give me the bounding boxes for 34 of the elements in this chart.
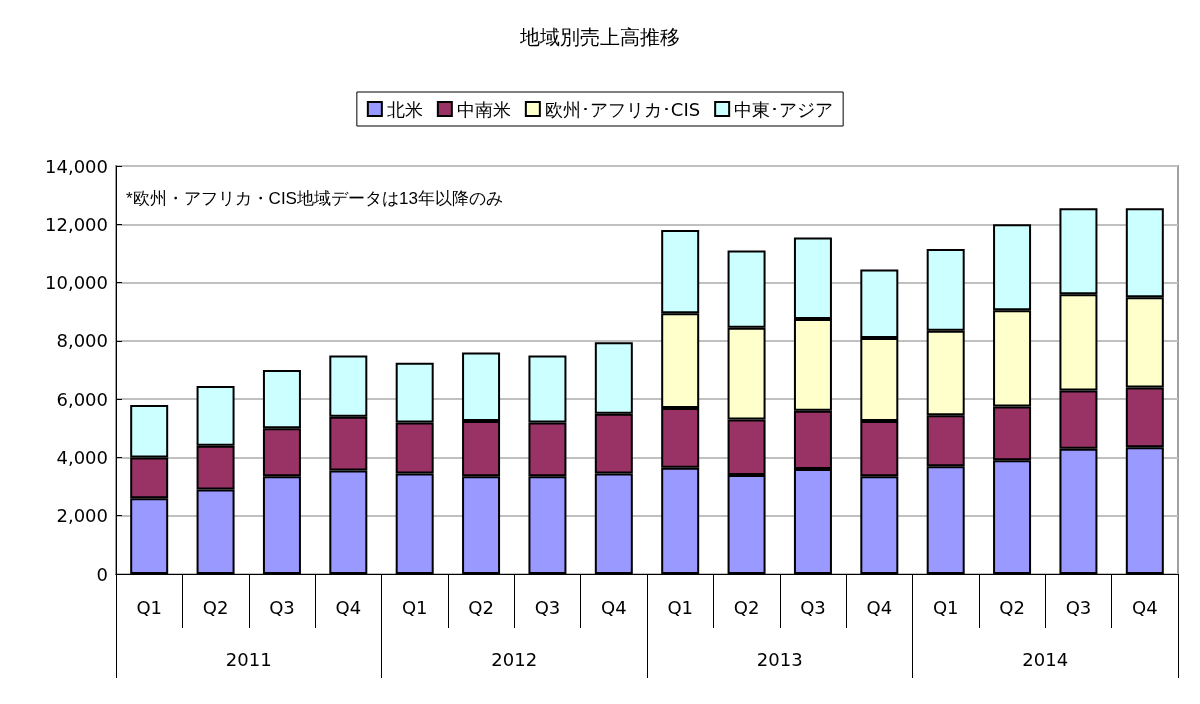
text: 2012 (491, 648, 538, 670)
annotation: *欧州・アフリカ・CIS地域データは13年以降のみ (126, 189, 503, 208)
x-tick-label: Q2 (202, 596, 229, 618)
x-tick-label: Q1 (401, 596, 428, 618)
x-tick-label: Q2 (999, 596, 1025, 618)
y-tick-label: 0 (96, 563, 108, 585)
x-tick-label: Q2 (468, 596, 494, 618)
y-tick-label: 8,000 (56, 330, 108, 352)
text: 2014 (1022, 648, 1069, 670)
x-tick-label: Q1 (667, 596, 693, 618)
x-tick-label: Q3 (534, 596, 561, 618)
y-tick-label: 6,000 (56, 388, 108, 410)
text: 2013 (756, 648, 803, 670)
x-tick-label: Q4 (601, 596, 627, 618)
x-tick-label: Q1 (136, 596, 162, 618)
legend-label: 中東･アジア (734, 98, 834, 120)
x-tick-label: Q3 (269, 596, 295, 618)
y-tick-label: 2,000 (56, 505, 108, 527)
text: 2011 (225, 648, 272, 670)
y-tick-label: 12,000 (45, 213, 108, 235)
legend-label: 中南米 (456, 98, 511, 120)
y-tick-label: 14,000 (45, 155, 108, 177)
legend-label: 欧州･アフリカ･CIS (544, 98, 701, 120)
chart-title: 地域別売上高推移 (519, 25, 680, 49)
x-tick-label: Q4 (335, 596, 362, 618)
y-tick-label: 4,000 (56, 446, 108, 468)
x-tick-label: Q2 (733, 596, 760, 618)
x-tick-label: Q3 (1065, 596, 1092, 618)
y-tick-label: 10,000 (45, 272, 108, 294)
x-tick-label: Q1 (932, 596, 959, 618)
x-tick-label: Q4 (866, 596, 893, 618)
x-tick-label: Q3 (800, 596, 826, 618)
legend-label: 北米 (386, 98, 423, 120)
x-tick-label: Q4 (1132, 596, 1158, 618)
